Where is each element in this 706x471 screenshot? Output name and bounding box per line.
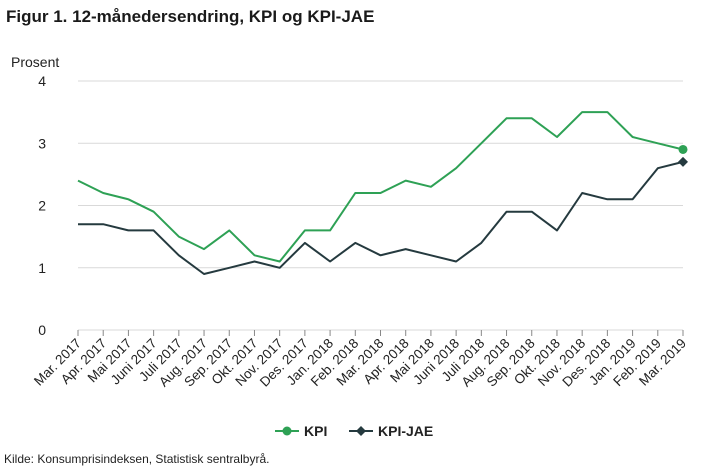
y-tick-label: 1 bbox=[38, 260, 46, 276]
y-axis-label: Prosent bbox=[11, 54, 59, 70]
legend-marker-kpi-jae bbox=[356, 426, 366, 436]
y-tick-label: 2 bbox=[38, 198, 46, 214]
y-tick-label: 3 bbox=[38, 135, 46, 151]
legend-label-kpi: KPI bbox=[304, 423, 327, 439]
gridlines bbox=[77, 80, 684, 336]
source-note: Kilde: Konsumprisindeksen, Statistisk se… bbox=[4, 452, 270, 466]
series-line-kpi bbox=[77, 111, 684, 263]
legend: KPI KPI-JAE bbox=[275, 423, 433, 439]
y-tick-labels: 0 1 2 3 4 bbox=[38, 73, 46, 338]
end-marker-kpi bbox=[678, 144, 688, 154]
series-lines bbox=[77, 111, 688, 275]
legend-marker-kpi bbox=[282, 426, 292, 436]
legend-label-kpi-jae: KPI-JAE bbox=[378, 423, 433, 439]
y-tick-label: 0 bbox=[38, 322, 46, 338]
series-line-kpi-jae bbox=[78, 160, 684, 275]
end-marker-kpi-jae bbox=[678, 156, 688, 167]
y-tick-label: 4 bbox=[38, 73, 46, 89]
chart-title: Figur 1. 12-månedersendring, KPI og KPI-… bbox=[6, 7, 375, 26]
